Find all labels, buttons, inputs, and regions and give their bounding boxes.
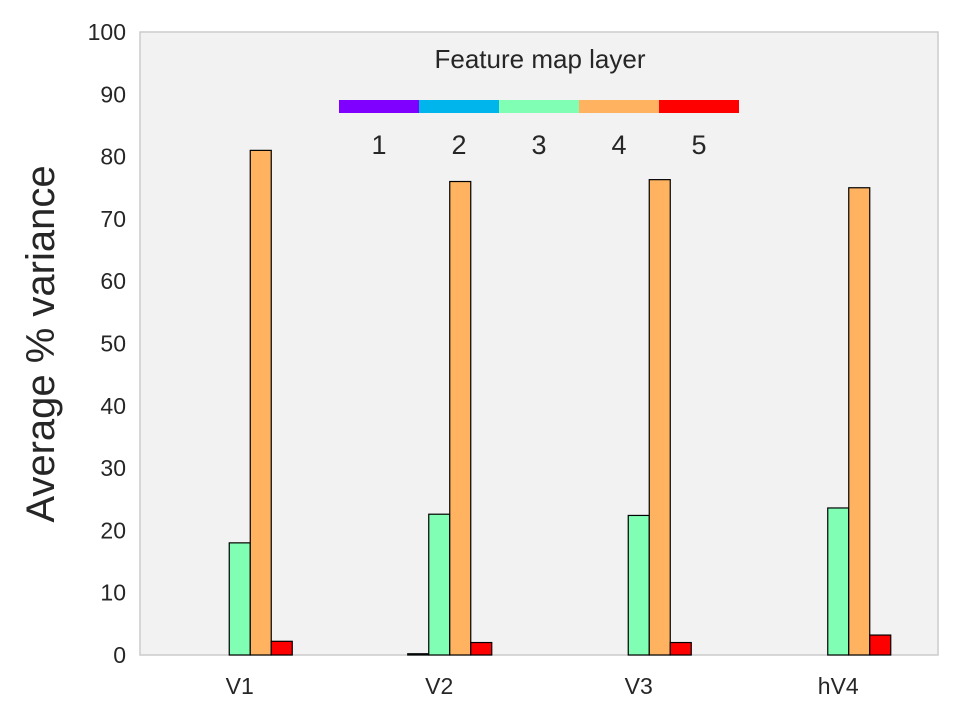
y-tick-label: 90 [100, 81, 126, 107]
legend-swatch-3 [499, 100, 579, 113]
bar-V3-layer-5 [669, 641, 692, 656]
bar-hV4-layer-4 [848, 187, 871, 656]
legend-label: 1 [371, 130, 386, 160]
y-tick-label: 30 [100, 455, 126, 481]
y-axis-ticks: 0 10 20 30 40 50 60 70 80 90 100 [88, 19, 126, 668]
bar-V2-layer-4 [449, 180, 472, 656]
y-axis-label: Average % variance [19, 165, 63, 522]
legend-swatch-2 [419, 100, 499, 113]
x-axis-ticks: V1 V2 V3 hV4 [226, 673, 859, 699]
legend-swatch-1 [339, 100, 419, 113]
legend-label: 2 [451, 130, 466, 160]
plot-background [139, 31, 939, 656]
x-tick-label: V1 [226, 673, 254, 699]
legend: Feature map layer 1 2 3 4 5 [339, 44, 739, 160]
y-tick-label: 0 [113, 642, 126, 668]
bar-hV4-layer-3 [827, 507, 850, 656]
bar-V3-layer-3 [627, 514, 650, 656]
y-tick-label: 20 [100, 517, 126, 543]
legend-label: 4 [611, 130, 626, 160]
legend-label: 3 [531, 130, 546, 160]
bar-V3-layer-4 [648, 179, 671, 656]
legend-swatch-4 [579, 100, 659, 113]
legend-swatch-5 [659, 100, 739, 113]
y-tick-label: 10 [100, 580, 126, 606]
y-tick-label: 70 [100, 206, 126, 232]
y-tick-label: 50 [100, 331, 126, 357]
bars [228, 149, 892, 656]
legend-title: Feature map layer [435, 44, 646, 74]
legend-colorbar [339, 100, 739, 113]
bar-V2-layer-5 [470, 641, 493, 656]
y-tick-label: 40 [100, 393, 126, 419]
x-tick-label: V3 [625, 673, 653, 699]
y-tick-label: 60 [100, 268, 126, 294]
bar-V1-layer-5 [270, 640, 293, 656]
x-tick-label: V2 [425, 673, 453, 699]
bar-V2-layer-3 [428, 513, 451, 656]
bar-hV4-layer-5 [869, 634, 892, 656]
legend-label: 5 [691, 130, 706, 160]
bar-V2-layer-2 [407, 653, 430, 656]
legend-labels: 1 2 3 4 5 [371, 130, 706, 160]
y-tick-label: 80 [100, 144, 126, 170]
bar-V1-layer-3 [228, 542, 251, 656]
y-tick-label: 100 [88, 19, 126, 45]
bar-V1-layer-4 [249, 149, 272, 656]
x-tick-label: hV4 [818, 673, 859, 699]
